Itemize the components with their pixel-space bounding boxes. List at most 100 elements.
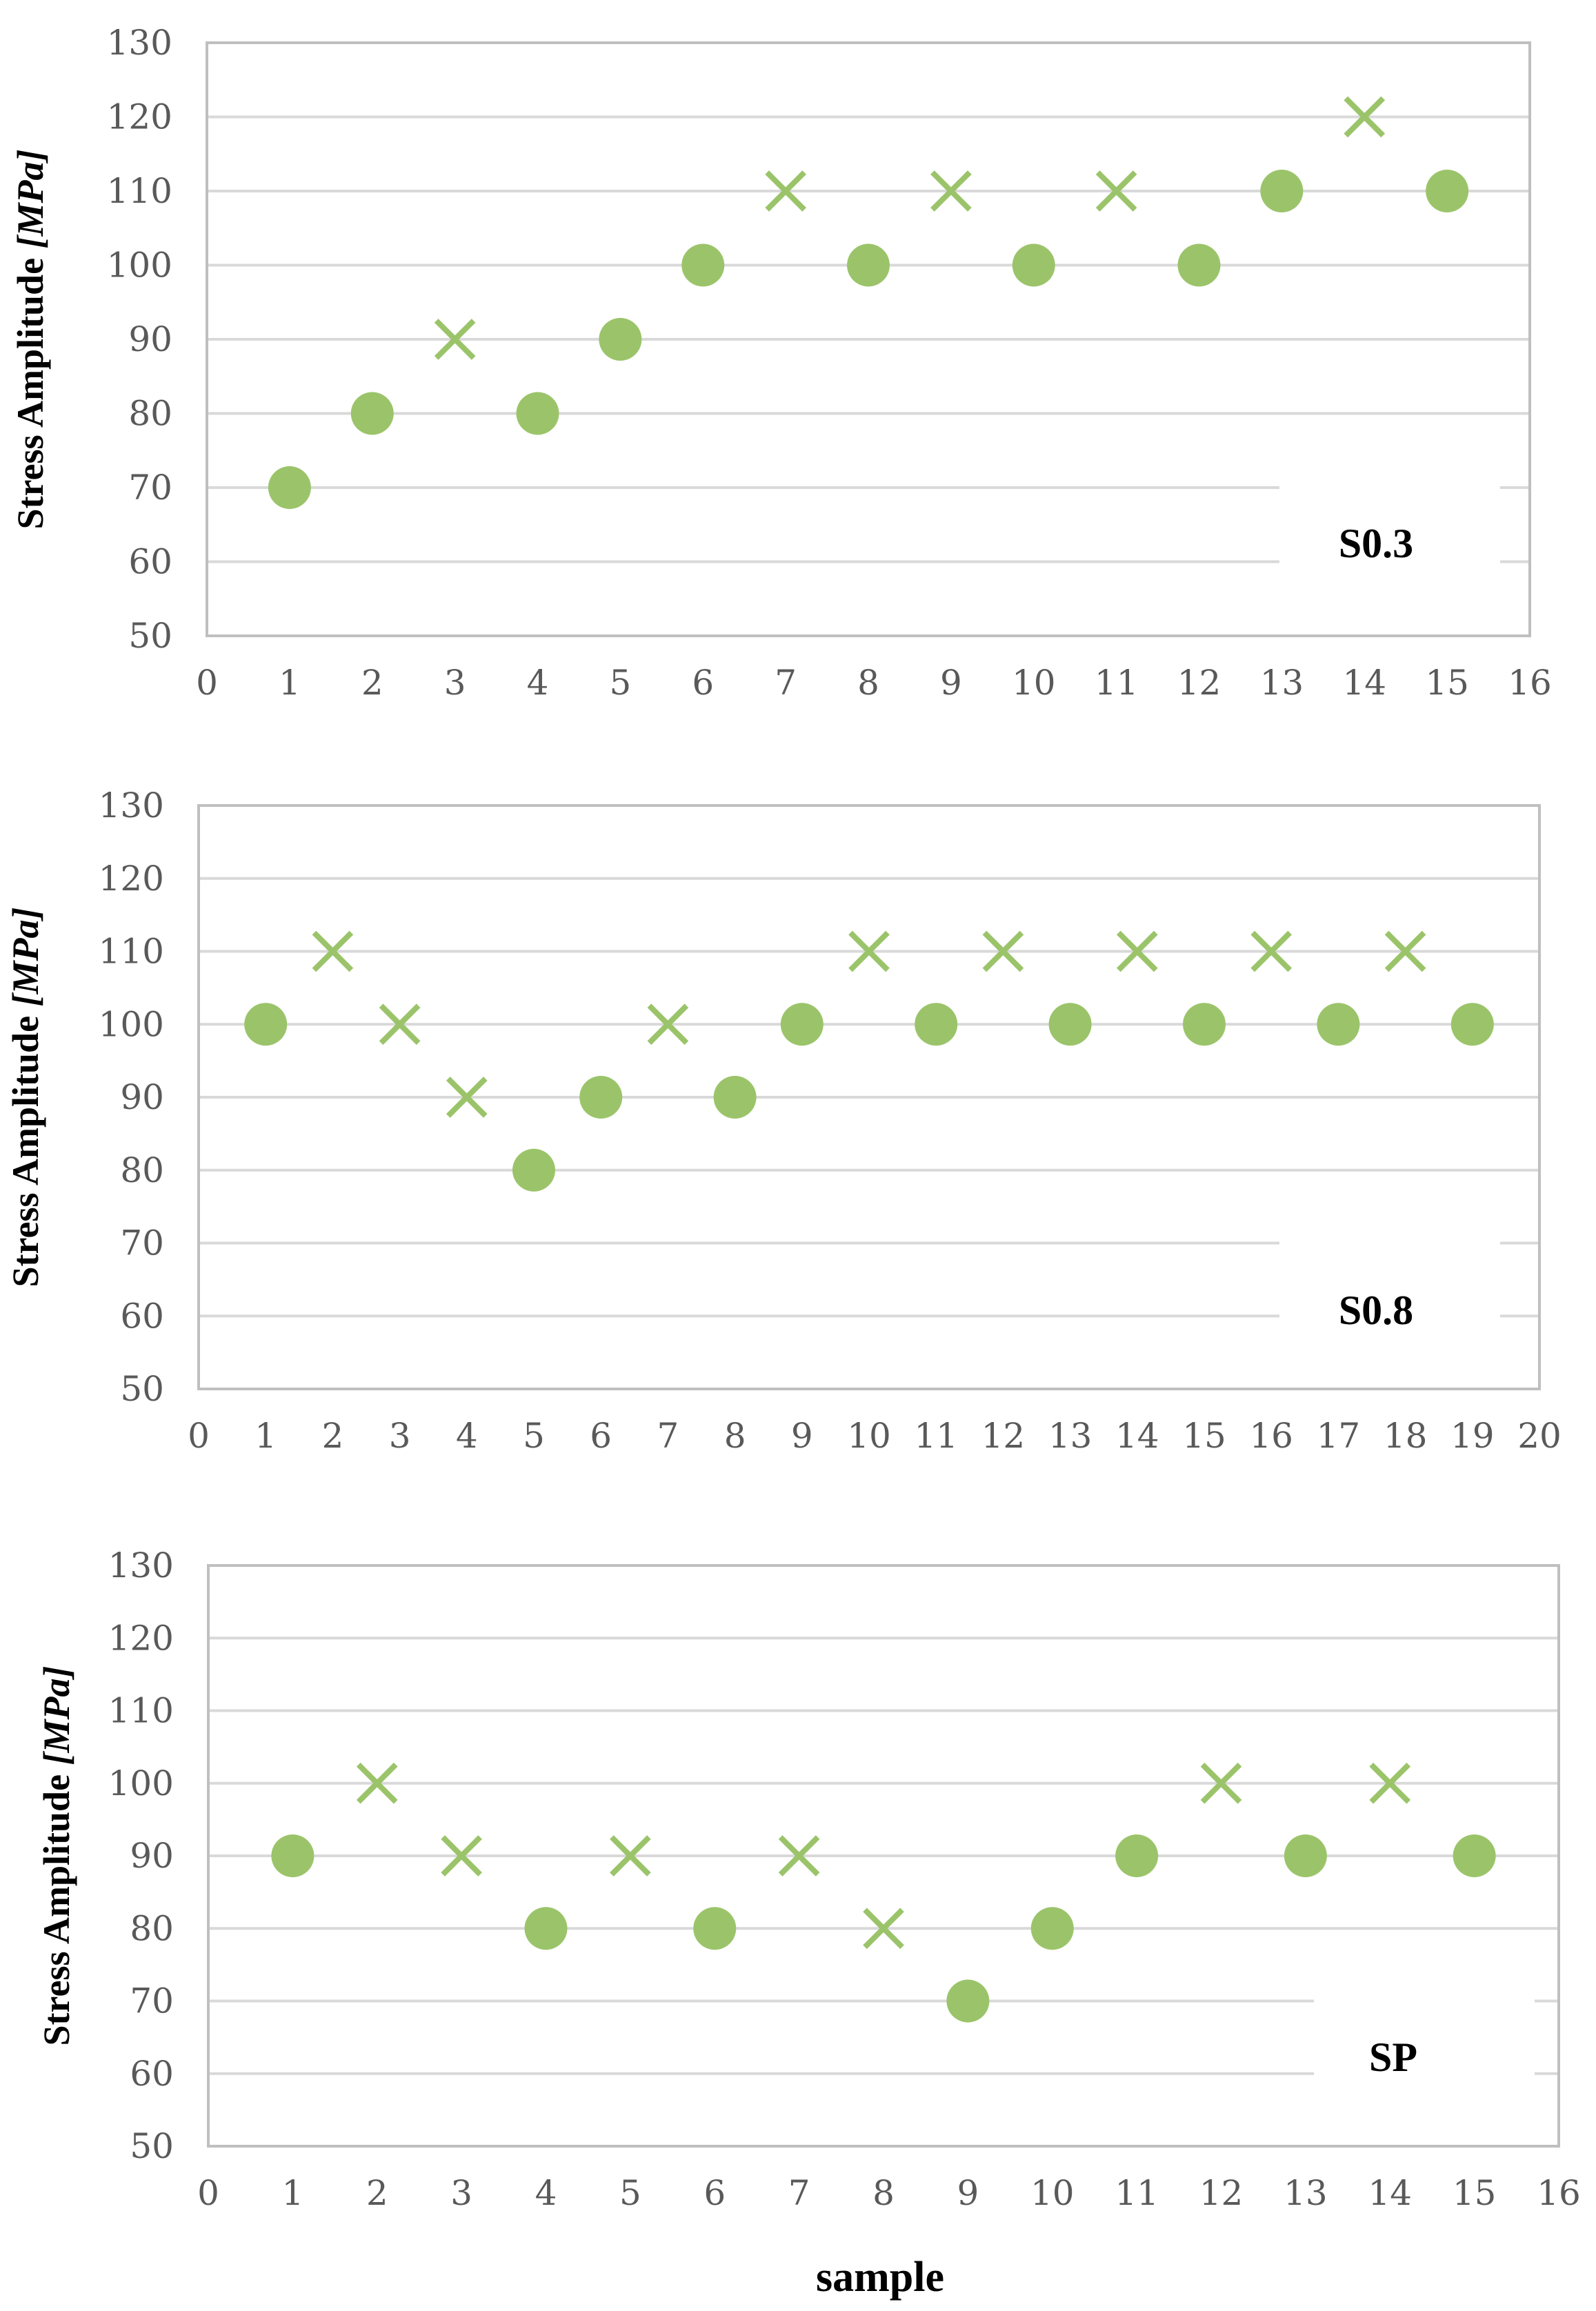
y-tick-label: 120 [107, 97, 172, 137]
data-point-cross [434, 319, 476, 360]
x-tick-label: 9 [791, 1416, 813, 1456]
y-tick-label: 70 [120, 1223, 164, 1263]
x-tick-label: 16 [1508, 663, 1552, 703]
y-axis-title: Stress Amplitude [MPa] [10, 149, 51, 529]
y-tick-label: 110 [108, 1691, 174, 1731]
data-point-circle [271, 1834, 315, 1877]
y-axis-title-text: Stress Amplitude [5, 1016, 46, 1288]
x-axis-title: sample [816, 2254, 944, 2301]
y-axis-title: Stress Amplitude [MPa] [36, 1665, 77, 2045]
x-tick-label: 15 [1453, 2173, 1497, 2213]
y-tick-label: 50 [120, 1369, 164, 1409]
data-point-circle [599, 318, 642, 361]
data-point-circle [946, 1979, 990, 2023]
y-tick-label: 70 [128, 468, 172, 508]
y-tick-label: 100 [107, 246, 172, 286]
x-tick-label: 4 [456, 1416, 478, 1456]
x-tick-label: 14 [1115, 1416, 1159, 1456]
x-tick-label: 10 [847, 1416, 891, 1456]
data-point-cross [610, 1835, 651, 1877]
y-axis-title-unit: [MPa] [10, 149, 51, 248]
data-point-cross [379, 1003, 421, 1046]
x-tick-label: 10 [1030, 2173, 1075, 2213]
y-axis-title-space [10, 248, 51, 258]
y-tick-label: 130 [108, 1545, 174, 1585]
data-point-circle [1260, 170, 1304, 212]
y-tick-label: 130 [99, 786, 164, 826]
x-tick-label: 7 [657, 1416, 679, 1456]
x-tick-label: 8 [872, 2173, 895, 2213]
data-point-cross [1344, 96, 1386, 138]
x-tick-label: 13 [1048, 1416, 1093, 1456]
y-tick-label: 100 [108, 1763, 174, 1803]
data-point-cross [848, 930, 890, 972]
x-tick-label: 14 [1342, 663, 1386, 703]
y-axis-title-space [36, 1765, 77, 1774]
data-point-circle [268, 466, 311, 509]
data-point-cross [778, 1835, 820, 1877]
x-tick-label: 0 [197, 2173, 219, 2213]
y-tick-label: 60 [120, 1296, 164, 1336]
x-tick-label: 13 [1260, 663, 1304, 703]
x-tick-label: 6 [692, 663, 714, 703]
y-axis-title-unit: [MPa] [5, 907, 46, 1006]
data-point-circle [1426, 170, 1469, 212]
data-point-circle [512, 1148, 555, 1192]
data-point-cross [356, 1762, 398, 1804]
data-point-circle [1453, 1834, 1496, 1877]
plot-area-frame [197, 804, 1541, 1390]
y-tick-label: 90 [120, 1077, 164, 1117]
data-point-circle [681, 243, 725, 287]
data-point-cross [446, 1077, 488, 1118]
x-tick-label: 7 [788, 2173, 810, 2213]
y-tick-label: 80 [128, 394, 172, 434]
x-tick-label: 16 [1537, 2173, 1581, 2213]
panel-tag: S0.3 [1339, 521, 1413, 566]
x-tick-label: 20 [1517, 1416, 1562, 1456]
data-point-circle [693, 1907, 737, 1950]
y-tick-label: 80 [120, 1150, 164, 1190]
x-tick-label: 4 [535, 2173, 557, 2213]
data-point-circle [244, 1003, 288, 1046]
x-tick-label: 11 [914, 1416, 958, 1456]
y-axis-title-text: Stress Amplitude [10, 258, 51, 530]
y-tick-label: 80 [130, 1908, 174, 1948]
x-tick-label: 1 [279, 663, 301, 703]
data-point-cross [930, 170, 972, 212]
x-tick-label: 12 [1199, 2173, 1244, 2213]
y-axis-title-text: Stress Amplitude [36, 1774, 77, 2046]
data-point-circle [915, 1003, 958, 1046]
data-point-cross [863, 1908, 904, 1950]
x-tick-label: 1 [281, 2173, 303, 2213]
plot-area-frame [206, 41, 1531, 637]
y-tick-label: 90 [128, 319, 172, 359]
data-point-cross [1200, 1762, 1242, 1804]
tag-background [1279, 461, 1500, 579]
x-tick-label: 14 [1368, 2173, 1412, 2213]
data-point-cross [982, 930, 1024, 972]
plot-area-frame [207, 1564, 1560, 2148]
data-point-cross [1369, 1762, 1411, 1804]
x-tick-label: 17 [1317, 1416, 1361, 1456]
y-tick-label: 110 [99, 932, 164, 972]
x-tick-label: 16 [1249, 1416, 1293, 1456]
x-tick-label: 8 [724, 1416, 746, 1456]
y-tick-label: 60 [130, 2054, 174, 2094]
y-tick-label: 50 [128, 616, 172, 656]
x-tick-label: 5 [523, 1416, 545, 1456]
y-tick-label: 110 [107, 171, 172, 211]
x-tick-label: 11 [1095, 663, 1139, 703]
x-tick-label: 2 [321, 1416, 343, 1456]
x-tick-label: 1 [255, 1416, 277, 1456]
data-point-cross [765, 170, 806, 212]
data-point-cross [1095, 170, 1137, 212]
x-tick-label: 7 [775, 663, 797, 703]
y-tick-label: 50 [130, 2126, 174, 2166]
x-tick-label: 9 [940, 663, 962, 703]
data-point-cross [312, 930, 354, 972]
y-tick-label: 90 [130, 1836, 174, 1876]
data-point-circle [579, 1076, 623, 1119]
data-point-circle [780, 1003, 824, 1046]
